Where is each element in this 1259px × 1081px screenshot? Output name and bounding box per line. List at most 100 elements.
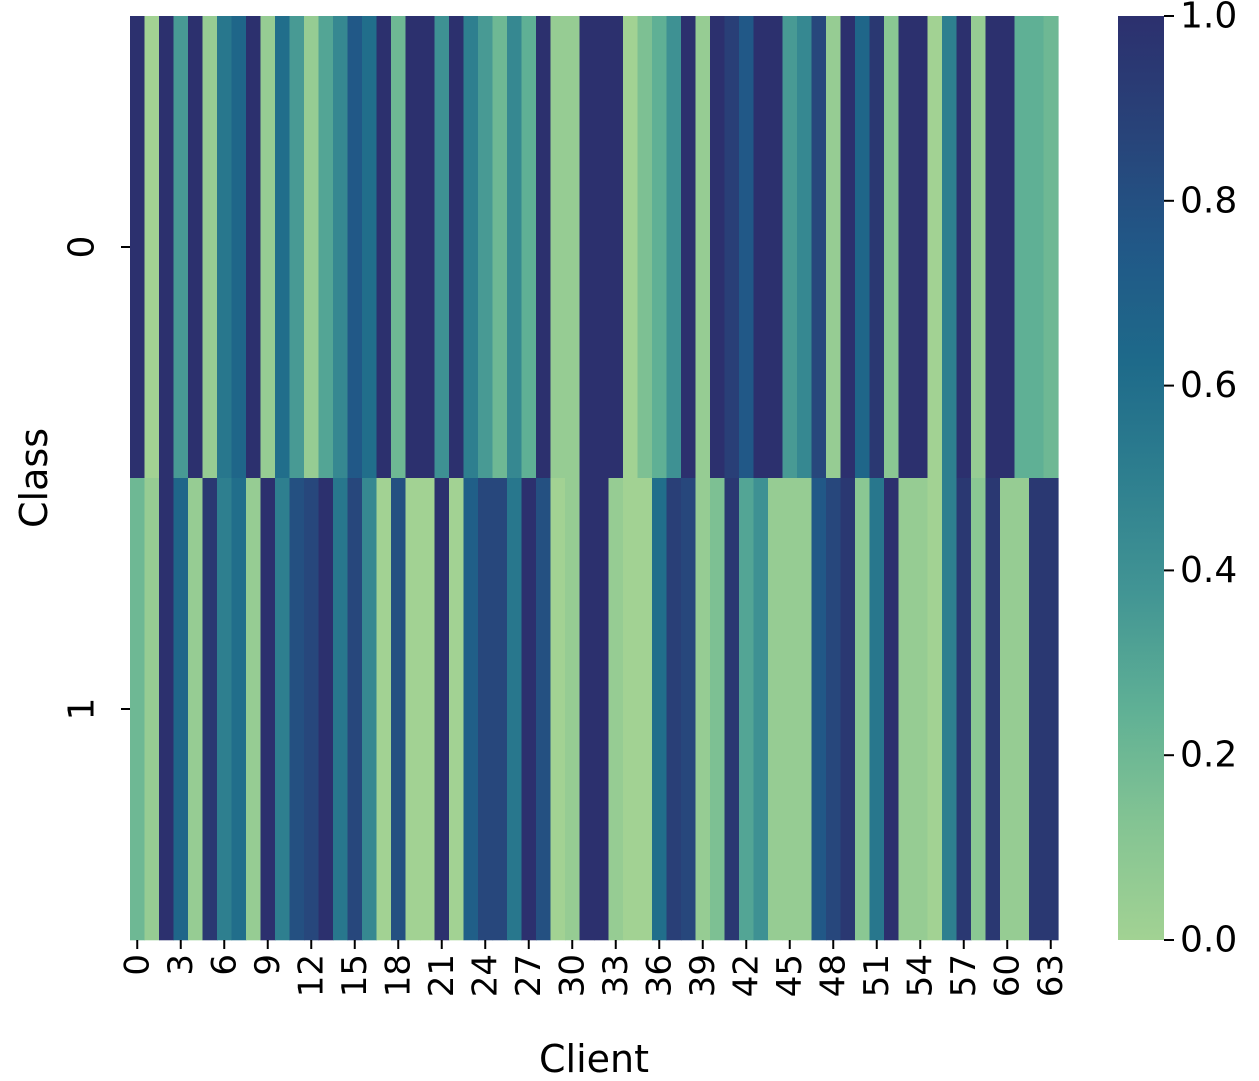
- colorbar-tick-label: 0.6: [1180, 365, 1237, 406]
- x-tick-label: 48: [813, 954, 853, 997]
- heatmap-cell: [507, 16, 523, 479]
- heatmap-cell: [188, 478, 204, 941]
- colorbar-tick-label: 0.8: [1180, 180, 1237, 221]
- heatmap-cell: [478, 16, 494, 479]
- heatmap-cell: [768, 478, 784, 941]
- x-tick-label: 21: [422, 954, 462, 997]
- heatmap-cell: [130, 16, 146, 479]
- heatmap-cell: [695, 16, 711, 479]
- heatmap-cells: [130, 16, 1059, 941]
- heatmap-cell: [710, 16, 726, 479]
- heatmap-cell: [333, 478, 349, 941]
- heatmap-cell: [318, 16, 334, 479]
- heatmap-cell: [840, 16, 856, 479]
- x-tick-label: 60: [987, 954, 1027, 997]
- heatmap-cell: [594, 478, 610, 941]
- heatmap-cell: [434, 478, 450, 941]
- heatmap-cell: [898, 478, 914, 941]
- heatmap-cell: [144, 16, 160, 479]
- heatmap-cell: [782, 478, 798, 941]
- heatmap-cell: [1000, 478, 1016, 941]
- heatmap-cell: [246, 16, 262, 479]
- heatmap-cell: [420, 16, 436, 479]
- heatmap-cell: [1043, 16, 1059, 479]
- heatmap-cell: [695, 478, 711, 941]
- heatmap-cell: [666, 16, 682, 479]
- heatmap-cell: [275, 478, 291, 941]
- x-axis-label: Client: [539, 1037, 649, 1081]
- heatmap-cell: [826, 16, 842, 479]
- colorbar-tick-label: 0.2: [1180, 735, 1237, 776]
- x-tick-label: 36: [639, 954, 679, 997]
- heatmap-cell: [217, 478, 233, 941]
- heatmap-cell: [347, 478, 363, 941]
- heatmap-cell: [869, 478, 885, 941]
- heatmap-cell: [405, 16, 421, 479]
- heatmap-cell: [391, 478, 407, 941]
- heatmap-cell: [405, 478, 421, 941]
- heatmap-cell: [144, 478, 160, 941]
- x-tick-label: 0: [117, 954, 157, 976]
- heatmap-cell: [231, 16, 247, 479]
- heatmap-cell: [927, 16, 943, 479]
- heatmap-cell: [884, 478, 900, 941]
- x-tick-label: 63: [1031, 954, 1071, 997]
- heatmap-cell: [231, 478, 247, 941]
- heatmap-cell: [594, 16, 610, 479]
- heatmap-cell: [449, 16, 465, 479]
- heatmap-cell: [217, 16, 233, 479]
- x-tick-label: 12: [291, 954, 331, 997]
- heatmap-cell: [971, 478, 987, 941]
- x-tick-label: 57: [944, 954, 984, 997]
- heatmap-cell: [579, 478, 595, 941]
- colorbar-tick-label: 0.4: [1180, 550, 1237, 591]
- heatmap-cell: [463, 478, 479, 941]
- heatmap-cell: [202, 16, 218, 479]
- heatmap-cell: [782, 16, 798, 479]
- heatmap-cell: [362, 16, 378, 479]
- heatmap-cell: [608, 478, 624, 941]
- heatmap-cell: [492, 478, 508, 941]
- heatmap-cell: [376, 16, 392, 479]
- heatmap-cell: [739, 478, 755, 941]
- x-tick-label: 18: [378, 954, 418, 997]
- heatmap-cell: [463, 16, 479, 479]
- heatmap-cell: [840, 478, 856, 941]
- heatmap-cell: [246, 478, 262, 941]
- heatmap-cell: [768, 16, 784, 479]
- heatmap-cell: [536, 478, 552, 941]
- heatmap-cell: [260, 478, 276, 941]
- heatmap-cell: [985, 16, 1001, 479]
- x-tick-label: 6: [204, 954, 244, 976]
- heatmap-cell: [130, 478, 146, 941]
- heatmap-cell: [1029, 478, 1045, 941]
- heatmap-cell: [652, 478, 668, 941]
- heatmap-cell: [420, 478, 436, 941]
- heatmap-cell: [927, 478, 943, 941]
- heatmap-cell: [289, 16, 305, 479]
- x-tick-label: 30: [552, 954, 592, 997]
- heatmap-cell: [318, 478, 334, 941]
- heatmap-cell: [826, 478, 842, 941]
- heatmap-cell: [797, 478, 813, 941]
- heatmap-cell: [811, 16, 827, 479]
- heatmap-cell: [681, 478, 697, 941]
- heatmap-cell: [376, 478, 392, 941]
- heatmap-cell: [739, 16, 755, 479]
- heatmap-cell: [565, 16, 581, 479]
- heatmap-cell: [637, 478, 653, 941]
- heatmap-cell: [391, 16, 407, 479]
- x-tick-label: 51: [857, 954, 897, 997]
- heatmap-cell: [753, 478, 769, 941]
- heatmap-cell: [478, 478, 494, 941]
- y-tick-label: 0: [62, 236, 103, 259]
- heatmap-cell: [753, 16, 769, 479]
- heatmap-cell: [1029, 16, 1045, 479]
- heatmap-cell: [159, 16, 175, 479]
- heatmap-cell: [942, 478, 958, 941]
- heatmap-cell: [521, 16, 537, 479]
- colorbar-ticks: 0.0 0.2 0.4 0.6 0.8 1.0: [1164, 0, 1237, 961]
- heatmap-cell: [434, 16, 450, 479]
- heatmap-cell: [898, 16, 914, 479]
